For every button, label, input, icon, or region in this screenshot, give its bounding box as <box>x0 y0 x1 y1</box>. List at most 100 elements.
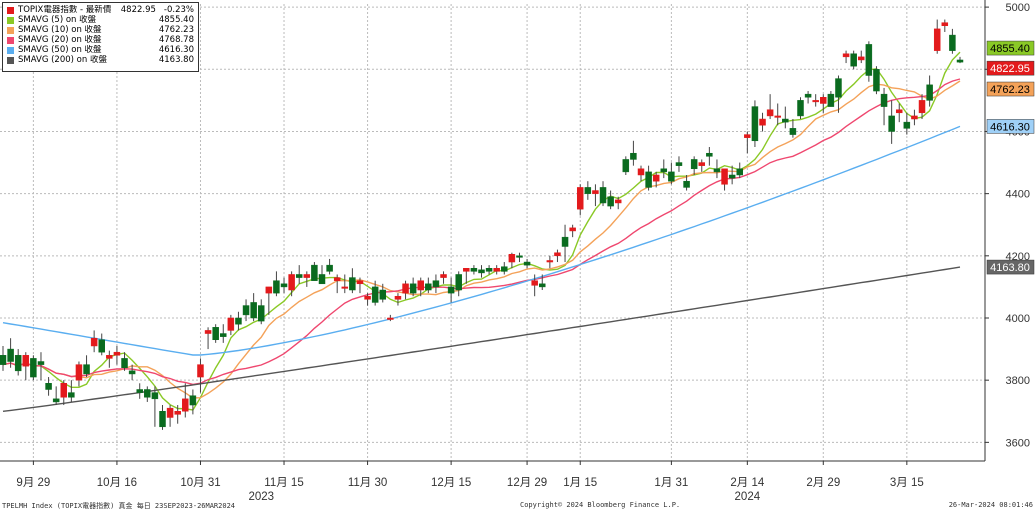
candle-body <box>736 168 743 176</box>
candle-body <box>956 59 964 63</box>
candle-body <box>371 286 379 303</box>
legend-row-sma200: SMAVG (200) on 收盤 4163.80 <box>7 55 194 65</box>
candle-body <box>523 261 531 266</box>
legend-label: SMAVG (50) on 收盤 <box>18 45 102 55</box>
legend-label: SMAVG (20) on 收盤 <box>18 35 102 45</box>
candle-body <box>774 115 781 118</box>
candle-body <box>501 266 508 272</box>
x-tick-label: 2月 14 <box>730 477 764 489</box>
candle-body <box>804 93 812 98</box>
candle-body <box>941 22 949 27</box>
candle-body <box>220 333 227 337</box>
candle-body <box>812 100 819 103</box>
candle-body <box>60 383 68 398</box>
candle-body <box>797 100 804 117</box>
candle-body <box>417 280 424 291</box>
candle-body <box>136 389 143 393</box>
price-tag-label: 4855.40 <box>990 43 1030 55</box>
candle-body <box>508 254 516 263</box>
candle-body <box>333 277 341 281</box>
legend-label: SMAVG (200) on 收盤 <box>18 55 107 65</box>
legend-value: 4163.80 <box>158 55 194 65</box>
candle-body <box>926 84 933 101</box>
candle-body <box>227 317 235 331</box>
legend-row-sma5: SMAVG (5) on 收盤 4855.40 <box>7 15 194 25</box>
candle-body <box>379 289 387 300</box>
candle-body <box>364 295 371 300</box>
candle-body <box>197 364 204 378</box>
candle-body <box>903 121 911 129</box>
candle-body <box>394 295 402 300</box>
candle-body <box>888 115 895 132</box>
x-tick-label: 1月 15 <box>563 477 597 489</box>
candle-body <box>850 53 857 67</box>
candle-body <box>121 358 128 368</box>
chart-legend: TOPIX電器指數 - 最新價 4822.95 -0.23% SMAVG (5)… <box>2 2 199 72</box>
candle-body <box>280 283 288 288</box>
candle-body <box>68 392 75 398</box>
candle-body <box>569 227 576 232</box>
candle-body <box>159 411 166 428</box>
candle-body <box>895 109 903 114</box>
candle-body <box>546 260 554 263</box>
series-line-sma20 <box>2 78 961 386</box>
candle-body <box>83 364 90 375</box>
legend-row-sma20: SMAVG (20) on 收盤 4768.78 <box>7 35 194 45</box>
candle-body <box>561 236 569 247</box>
legend-value: 4822.95 <box>120 5 156 15</box>
x-year-label: 2023 <box>248 491 274 503</box>
x-tick-label: 10月 31 <box>180 477 220 489</box>
legend-value: 4768.78 <box>158 35 194 45</box>
candle-body <box>409 283 417 294</box>
candle-body <box>652 174 660 182</box>
candle-body <box>660 168 668 173</box>
candle-body <box>470 268 478 272</box>
x-tick-label: 3月 15 <box>890 477 924 489</box>
candle-body <box>318 274 326 285</box>
candle-body <box>212 327 219 341</box>
legend-swatch-price <box>7 6 14 14</box>
candle-body <box>303 274 311 278</box>
legend-row-price: TOPIX電器指數 - 最新價 4822.95 -0.23% <box>7 5 194 15</box>
candle-body <box>584 187 592 194</box>
candle-body <box>235 317 242 325</box>
legend-label: TOPIX電器指數 - 最新價 <box>18 5 112 15</box>
series-line-sma10 <box>2 80 961 399</box>
legend-value: 4855.40 <box>158 15 194 25</box>
x-tick-label: 10月 16 <box>97 477 137 489</box>
candle-body <box>827 93 835 107</box>
candle-body <box>622 159 630 173</box>
x-tick-label: 9月 29 <box>16 477 50 489</box>
x-tick-label: 11月 15 <box>264 477 303 489</box>
candle-body <box>933 28 941 51</box>
candle-body <box>865 44 873 76</box>
candle-body <box>918 100 926 114</box>
candle-body <box>349 277 356 291</box>
candle-body <box>0 355 7 365</box>
candle-body <box>22 355 30 367</box>
candle-body <box>630 152 637 160</box>
candle-body <box>440 274 447 278</box>
candle-body <box>425 283 432 291</box>
candle-body <box>182 398 189 412</box>
candle-body <box>98 339 105 353</box>
candle-body <box>744 134 751 138</box>
candle-body <box>949 34 956 51</box>
candle-body <box>835 78 842 98</box>
price-tag-label: 4163.80 <box>990 262 1030 274</box>
footer-copyright: Copyright© 2024 Bloomberg Finance L.P. <box>520 501 681 509</box>
candle-body <box>683 180 690 188</box>
candle-body <box>189 395 197 406</box>
candle-body <box>257 305 265 322</box>
candle-body <box>402 283 409 294</box>
candle-body <box>326 264 333 272</box>
price-tag-box <box>986 119 1035 134</box>
legend-change: -0.23% <box>163 5 194 15</box>
candle-body <box>668 171 675 182</box>
legend-swatch-sma50 <box>7 46 14 54</box>
candle-body <box>311 264 318 281</box>
legend-swatch-sma200 <box>7 56 14 64</box>
candle-body <box>911 115 918 120</box>
candle-body <box>789 128 797 135</box>
